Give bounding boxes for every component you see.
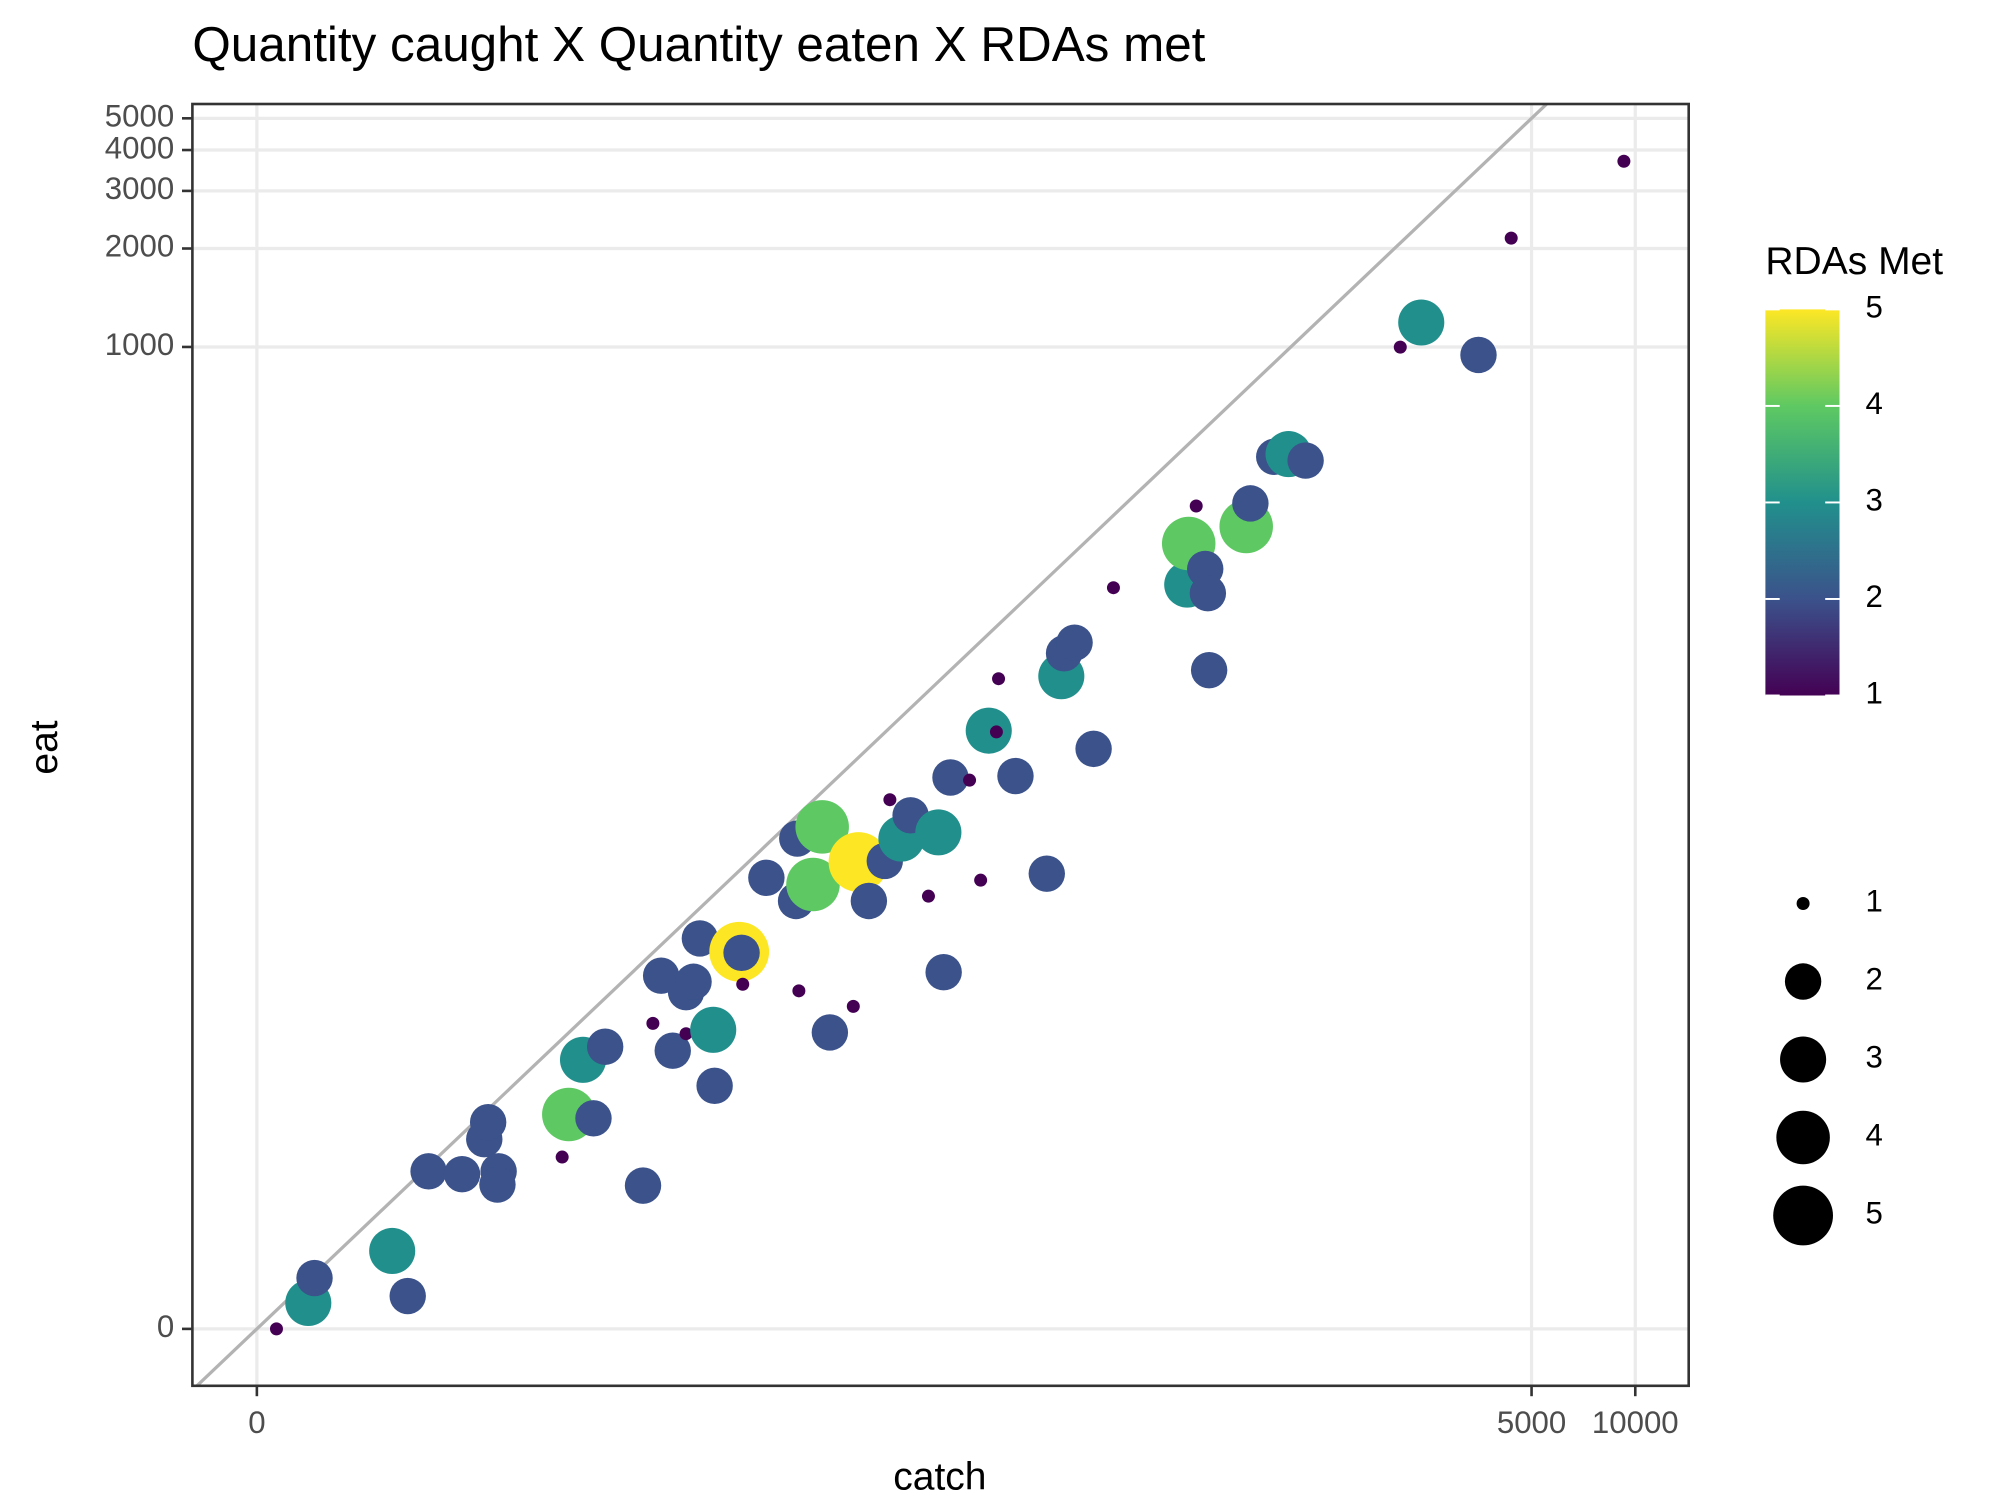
point <box>679 1027 693 1041</box>
point <box>296 1259 333 1297</box>
point <box>915 809 962 856</box>
colorbar-label: 5 <box>1865 290 1882 325</box>
point <box>932 759 969 796</box>
point <box>1393 340 1407 354</box>
point <box>846 999 860 1013</box>
colorbar-label: 1 <box>1865 676 1882 711</box>
point <box>1504 231 1518 245</box>
point <box>555 1150 569 1164</box>
point <box>675 963 712 1000</box>
point <box>1617 154 1631 168</box>
point <box>586 1028 624 1065</box>
point <box>690 1006 737 1053</box>
identity-line <box>194 104 1549 1386</box>
size-legend-key <box>1780 1036 1827 1083</box>
point <box>811 1014 849 1051</box>
point <box>1189 499 1203 513</box>
plot-area <box>194 104 1631 1386</box>
point <box>850 882 888 920</box>
y-tick-label: 1000 <box>105 327 174 362</box>
point <box>883 793 897 807</box>
colorbar-label: 3 <box>1865 483 1882 518</box>
point <box>696 1067 733 1105</box>
colorbar-label: 4 <box>1865 386 1882 421</box>
legend-title: RDAs Met <box>1765 240 1943 283</box>
point <box>1398 299 1445 346</box>
x-tick-label: 5000 <box>1497 1405 1566 1440</box>
point <box>723 934 760 971</box>
point <box>1190 651 1228 689</box>
point <box>681 920 719 957</box>
point <box>736 977 750 991</box>
point <box>989 725 1003 739</box>
point <box>786 857 840 912</box>
size-legend-key <box>1784 963 1822 1000</box>
point <box>748 859 785 896</box>
x-axis-label: catch <box>893 1456 986 1499</box>
point <box>974 873 988 887</box>
point <box>792 984 806 998</box>
point <box>925 954 962 991</box>
point <box>624 1167 662 1204</box>
point <box>1056 624 1093 661</box>
point <box>575 1100 612 1137</box>
point <box>965 707 1012 754</box>
point <box>997 757 1034 795</box>
y-tick-label: 3000 <box>105 171 174 206</box>
point <box>1106 581 1120 595</box>
chart-title: Quantity caught X Quantity eaten X RDAs … <box>192 17 1205 72</box>
point <box>654 1032 691 1069</box>
point <box>921 889 935 903</box>
colorbar-label: 2 <box>1865 579 1882 614</box>
y-tick-label: 5000 <box>105 99 174 134</box>
x-tick-label: 0 <box>248 1405 265 1440</box>
point <box>269 1322 283 1336</box>
size-legend-key <box>1776 1110 1830 1165</box>
size-legend-key <box>1796 897 1810 911</box>
size-legend-label: 1 <box>1865 884 1882 919</box>
point <box>410 1153 447 1190</box>
y-tick-label: 2000 <box>105 229 174 264</box>
point <box>1287 442 1324 479</box>
size-legend-label: 4 <box>1865 1118 1882 1153</box>
point <box>795 800 849 854</box>
point <box>1075 730 1112 768</box>
point <box>1460 336 1497 374</box>
x-tick-label: 10000 <box>1592 1405 1679 1440</box>
y-axis-label: eat <box>23 720 66 774</box>
size-legend-label: 5 <box>1865 1196 1882 1231</box>
point <box>389 1277 426 1315</box>
size-legend-label: 2 <box>1865 962 1882 997</box>
point <box>479 1166 516 1203</box>
point <box>992 672 1006 686</box>
point <box>1232 485 1269 522</box>
point <box>963 773 977 787</box>
point <box>1028 855 1065 892</box>
y-tick-label: 0 <box>157 1309 174 1344</box>
point <box>369 1227 416 1275</box>
y-tick-label: 4000 <box>105 130 174 165</box>
point <box>469 1104 507 1141</box>
size-legend-key <box>1773 1185 1833 1246</box>
size-legend-label: 3 <box>1865 1040 1882 1075</box>
point <box>646 1016 660 1030</box>
point <box>443 1155 481 1193</box>
point <box>1189 575 1227 612</box>
panel-border <box>191 102 1690 1388</box>
